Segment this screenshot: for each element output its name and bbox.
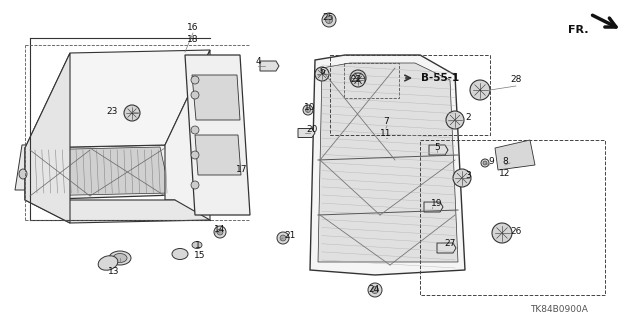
Text: 22: 22 — [350, 76, 362, 84]
Circle shape — [303, 105, 313, 115]
Ellipse shape — [113, 253, 127, 262]
Text: 21: 21 — [284, 231, 296, 241]
Text: 20: 20 — [307, 125, 317, 134]
Circle shape — [305, 108, 310, 113]
Circle shape — [481, 159, 489, 167]
Polygon shape — [185, 55, 250, 215]
Circle shape — [191, 76, 199, 84]
Circle shape — [277, 232, 289, 244]
Text: 2: 2 — [465, 114, 471, 123]
Polygon shape — [195, 135, 241, 175]
Polygon shape — [25, 200, 210, 223]
Circle shape — [191, 91, 199, 99]
Ellipse shape — [109, 251, 131, 265]
Polygon shape — [15, 140, 180, 190]
Text: 26: 26 — [510, 228, 522, 236]
Polygon shape — [429, 145, 448, 155]
Text: 3: 3 — [465, 172, 471, 180]
Text: FR.: FR. — [568, 25, 588, 35]
Text: 27: 27 — [444, 239, 456, 249]
Text: 24: 24 — [369, 285, 380, 294]
Bar — [420, 140, 605, 295]
Polygon shape — [192, 75, 240, 120]
Text: 25: 25 — [323, 13, 333, 22]
Circle shape — [280, 235, 286, 241]
Polygon shape — [503, 158, 520, 167]
Ellipse shape — [19, 169, 27, 179]
Text: TK84B0900A: TK84B0900A — [530, 306, 588, 315]
Circle shape — [371, 286, 378, 293]
Circle shape — [350, 70, 366, 86]
Text: 13: 13 — [108, 268, 120, 276]
Circle shape — [191, 126, 199, 134]
Text: 6: 6 — [319, 68, 325, 76]
Text: 12: 12 — [499, 170, 511, 179]
Polygon shape — [318, 63, 458, 262]
Circle shape — [326, 17, 333, 23]
Circle shape — [315, 67, 329, 81]
Text: 18: 18 — [188, 36, 199, 44]
Ellipse shape — [98, 256, 118, 270]
Text: 14: 14 — [214, 226, 226, 235]
Text: 10: 10 — [304, 103, 316, 113]
Polygon shape — [260, 61, 279, 71]
Text: 28: 28 — [510, 76, 522, 84]
Text: 4: 4 — [255, 58, 261, 67]
Text: B-55-1: B-55-1 — [421, 73, 459, 83]
Circle shape — [124, 105, 140, 121]
Circle shape — [214, 226, 226, 238]
Text: 19: 19 — [431, 199, 443, 209]
Polygon shape — [495, 140, 535, 170]
Text: 5: 5 — [434, 143, 440, 153]
Text: 1: 1 — [195, 242, 201, 251]
Text: 16: 16 — [188, 23, 199, 33]
Text: 9: 9 — [488, 157, 494, 166]
Circle shape — [191, 151, 199, 159]
Polygon shape — [298, 129, 315, 138]
Bar — [344, 63, 399, 98]
Text: 7: 7 — [383, 117, 389, 126]
Circle shape — [492, 223, 512, 243]
Polygon shape — [165, 50, 210, 220]
Circle shape — [191, 181, 199, 189]
Polygon shape — [25, 145, 175, 200]
Polygon shape — [25, 50, 210, 148]
Text: 17: 17 — [236, 165, 248, 174]
Ellipse shape — [192, 242, 202, 249]
Polygon shape — [25, 53, 70, 223]
Text: 11: 11 — [380, 130, 392, 139]
Text: 8: 8 — [502, 157, 508, 166]
Text: 23: 23 — [106, 108, 118, 116]
Polygon shape — [424, 202, 443, 212]
Polygon shape — [437, 243, 456, 253]
Bar — [330, 55, 490, 135]
Circle shape — [470, 80, 490, 100]
Circle shape — [217, 229, 223, 235]
Circle shape — [453, 169, 471, 187]
Circle shape — [368, 283, 382, 297]
Circle shape — [322, 13, 336, 27]
Circle shape — [446, 111, 464, 129]
Polygon shape — [310, 55, 465, 275]
Ellipse shape — [172, 249, 188, 260]
Circle shape — [483, 161, 487, 165]
Circle shape — [351, 73, 365, 87]
Text: 15: 15 — [195, 252, 205, 260]
Polygon shape — [30, 147, 170, 196]
